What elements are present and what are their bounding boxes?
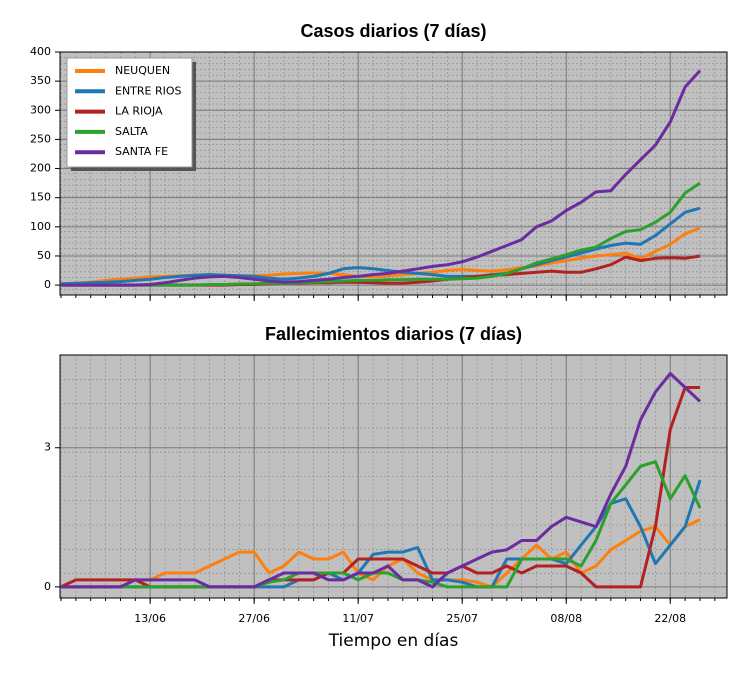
- y-tick-label: 50: [37, 249, 51, 262]
- plot-frame: [59, 354, 728, 599]
- chart-title: Fallecimientos diarios (7 días): [265, 324, 522, 344]
- x-tick-label: 08/08: [550, 612, 582, 625]
- y-tick-label: 400: [30, 45, 51, 58]
- x-axis-label: Tiempo en días: [328, 631, 459, 651]
- y-tick-label: 350: [30, 74, 51, 87]
- legend-label: NEUQUEN: [115, 64, 170, 77]
- series-line: [61, 181, 701, 287]
- legend-label: SALTA: [115, 125, 148, 138]
- series-line: [61, 372, 702, 589]
- series-line: [60, 206, 701, 286]
- y-tick-label: 300: [30, 103, 51, 116]
- x-tick-label: 25/07: [446, 612, 478, 625]
- legend-box: [66, 57, 193, 168]
- series-line: [61, 69, 702, 287]
- series-line: [61, 460, 702, 589]
- legend-label: ENTRE RIOS: [115, 84, 182, 97]
- x-tick-label: 11/07: [342, 612, 374, 625]
- y-tick-label: 250: [30, 132, 51, 145]
- y-tick-label: 3: [44, 441, 51, 454]
- chart-title: Casos diarios (7 días): [300, 21, 486, 41]
- x-tick-label: 27/06: [238, 612, 270, 625]
- x-tick-label: 13/06: [134, 612, 166, 625]
- plot-frame: [59, 51, 728, 296]
- y-tick-label: 200: [30, 162, 51, 175]
- y-tick-label: 0: [44, 278, 51, 291]
- y-tick-label: 100: [30, 220, 51, 233]
- legend-label: LA RIOJA: [115, 105, 163, 118]
- y-tick-label: 0: [44, 580, 51, 593]
- x-tick-label: 22/08: [654, 612, 686, 625]
- legend-label: SANTA FE: [115, 145, 168, 158]
- y-tick-label: 150: [30, 191, 51, 204]
